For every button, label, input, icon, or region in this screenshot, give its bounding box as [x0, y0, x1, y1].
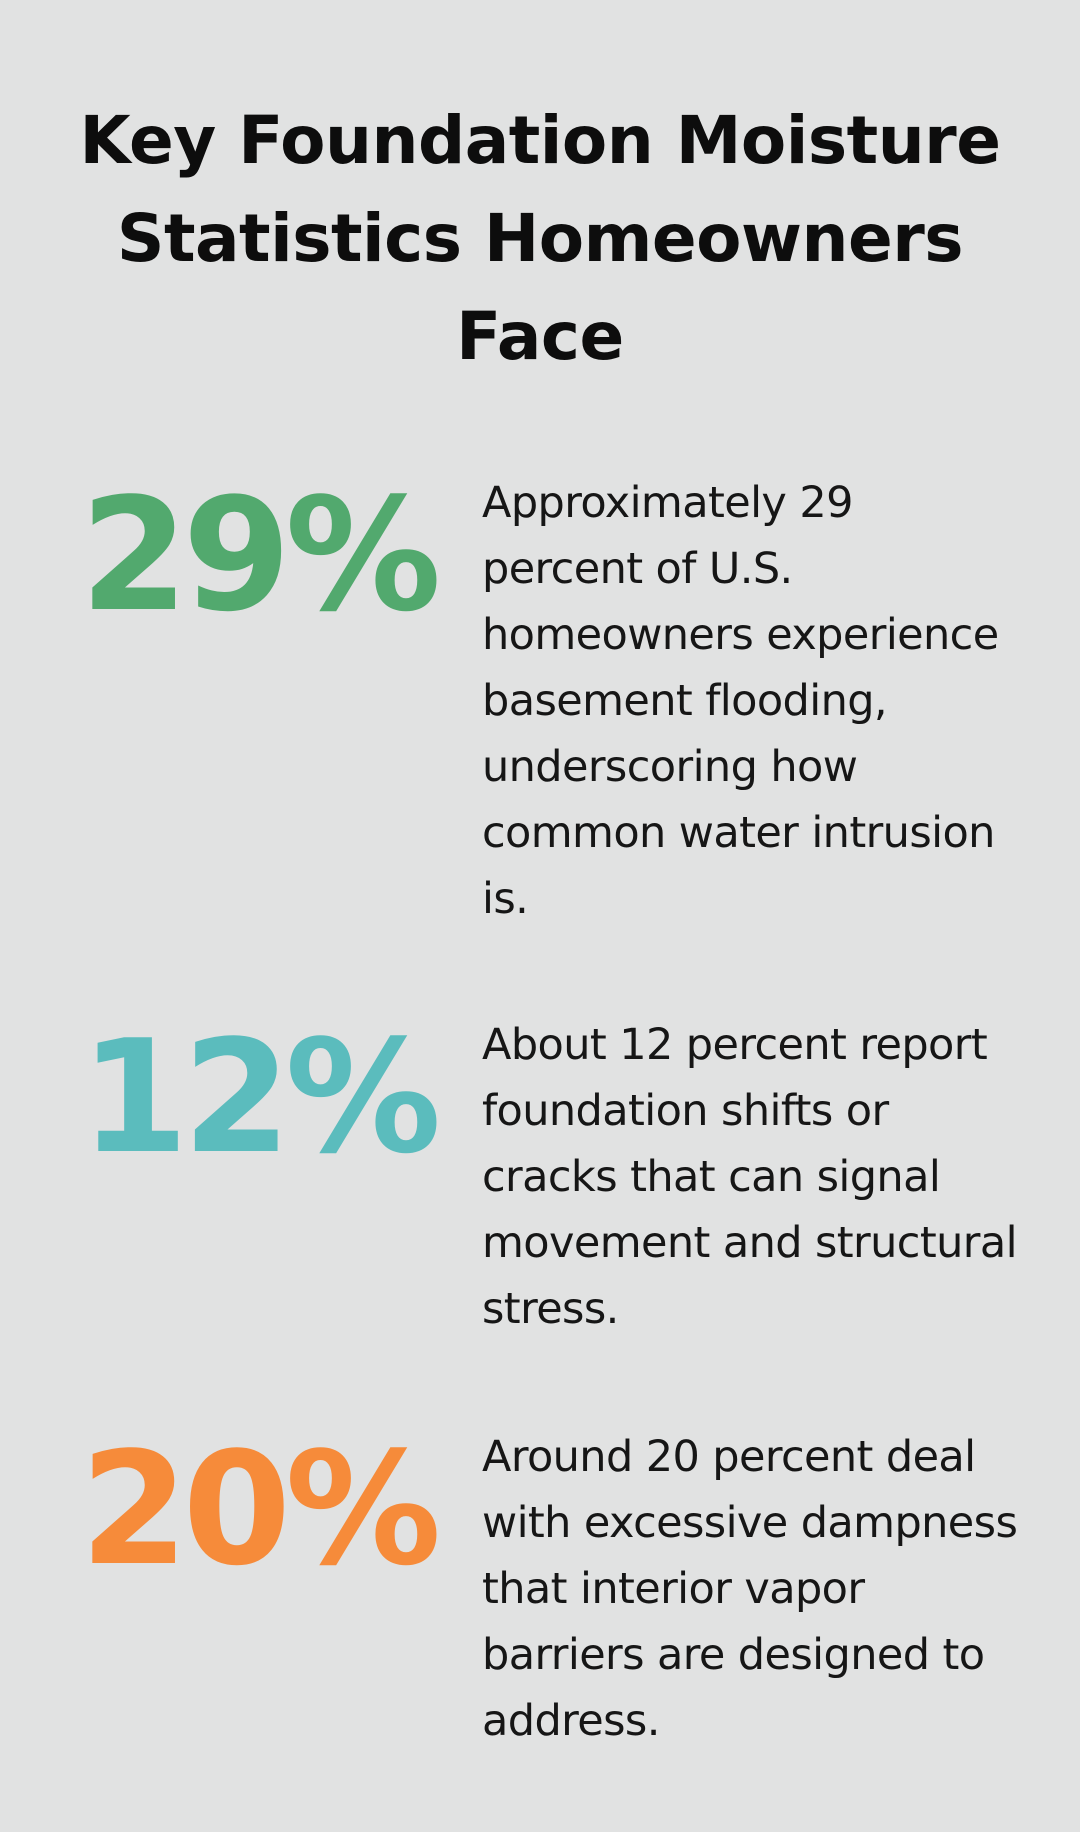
stat-description: Around 20 percent deal with excessive da…	[482, 1432, 1018, 1746]
stat-value: 12%	[80, 1006, 441, 1188]
stat-value: 29%	[80, 464, 441, 646]
page-title: Key Foundation Moisture Statistics Homeo…	[79, 102, 1001, 375]
stat-description: About 12 percent report foundation shift…	[482, 1020, 1018, 1334]
stat-value: 20%	[80, 1418, 441, 1600]
stat-description: Approximately 29 percent of U.S. homeown…	[482, 478, 999, 924]
